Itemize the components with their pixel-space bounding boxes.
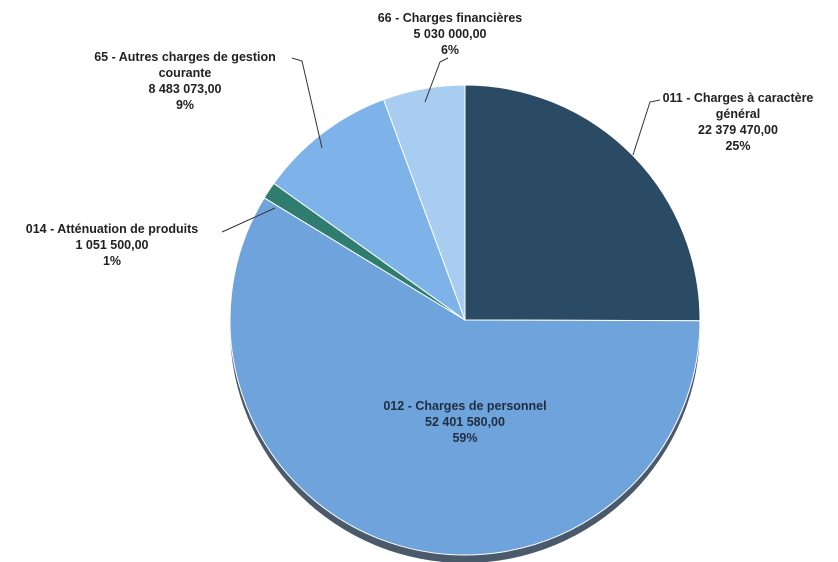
slice-value-label: 5 030 000,00 [414,27,487,41]
pie-slice-012-charges-de-personnel [229,197,701,556]
leader-line-65-autres-charges-de-gestion-courante [291,57,323,149]
pie-slice-011-charges-a-caractere-general [464,84,701,322]
pie-slice-66-charges-financieres [382,84,466,321]
slice-category-label: 65 - Autres charges de gestion [94,50,276,64]
slice-category-label: courante [159,66,212,80]
slice-category-label: 011 - Charges à caractère [663,91,814,105]
slice-value-label: 8 483 073,00 [149,82,222,96]
slice-label-014-attenuation-de-produits: 014 - Atténuation de produits 1 051 500,0… [26,222,199,268]
slice-percent-label: 6% [441,43,459,57]
slice-label-012-charges-de-personnel: 012 - Charges de personnel 52 401 580,00 5… [383,399,546,445]
pie-slices [229,84,701,556]
leader-line-66-charges-financieres [424,57,449,103]
leader-line-011-charges-a-caractere-general [632,99,661,156]
slice-category-label: 66 - Charges financières [378,11,523,25]
leader-lines [221,57,661,233]
leader-line-014-attenuation-de-produits [221,207,276,233]
slice-value-label: 22 379 470,00 [698,123,778,137]
slice-label-65-autres-charges-de-gestion-courante: 65 - Autres charges de gestion courante 8 … [94,50,276,112]
slice-label-66-charges-financieres: 66 - Charges financières 5 030 000,00 6% [378,11,523,57]
slice-percent-label: 59% [452,431,477,445]
pie-slice-65-autres-charges-de-gestion-courante [273,98,467,322]
slice-labels: 011 - Charges à caractère général 22 379 4… [26,11,814,445]
slice-value-label: 52 401 580,00 [425,415,505,429]
slice-value-label: 1 051 500,00 [76,238,149,252]
slice-percent-label: 25% [725,139,750,153]
slice-category-label: général [716,107,760,121]
slice-percent-label: 1% [103,254,121,268]
slice-category-label: 012 - Charges de personnel [383,399,546,413]
slice-category-label: 014 - Atténuation de produits [26,222,199,236]
slice-label-011-charges-a-caractere-general: 011 - Charges à caractère général 22 379 4… [663,91,814,153]
slice-percent-label: 9% [176,98,194,112]
